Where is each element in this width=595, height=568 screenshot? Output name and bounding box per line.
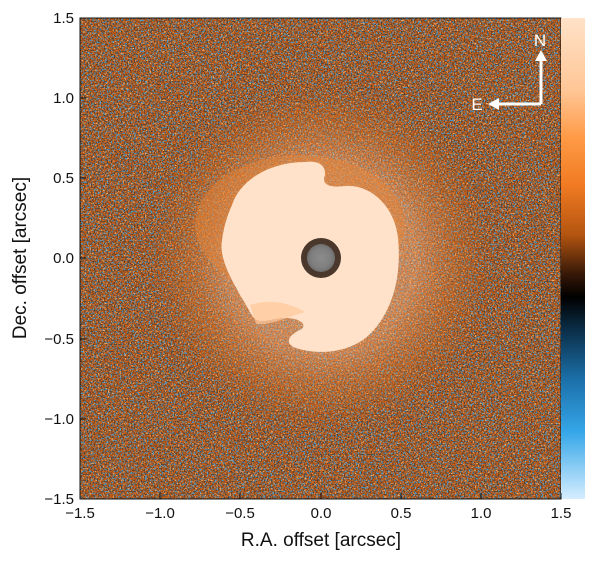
- y-tick-label: 0.0: [53, 250, 74, 267]
- y-tick-label: −1.5: [44, 491, 74, 508]
- y-tick-label: −1.0: [44, 411, 74, 428]
- x-tick-label: 0.0: [311, 505, 332, 522]
- coronagraph-mask: [307, 244, 335, 272]
- disk-image: N E: [80, 18, 561, 499]
- compass-north-label: N: [534, 31, 546, 50]
- north-arrow-icon: [535, 50, 547, 61]
- x-tick-label: 1.5: [551, 505, 572, 522]
- y-tick-label: 1.0: [53, 90, 74, 107]
- x-tick-label: −1.5: [65, 505, 95, 522]
- x-tick-label: −1.0: [145, 505, 175, 522]
- y-axis-label: Dec. offset [arcsec]: [10, 177, 31, 339]
- y-tick-label: −0.5: [44, 331, 74, 348]
- compass: [494, 56, 543, 106]
- x-tick-label: 0.5: [391, 505, 412, 522]
- x-tick-label: −0.5: [225, 505, 255, 522]
- x-axis-label: R.A. offset [arcsec]: [241, 530, 401, 551]
- east-arrow-icon: [488, 98, 499, 110]
- y-tick-label: 0.5: [53, 170, 74, 187]
- colorbar: [561, 18, 585, 499]
- x-tick-label: 1.0: [471, 505, 492, 522]
- y-tick-label: 1.5: [53, 10, 74, 27]
- compass-east-label: E: [471, 95, 482, 114]
- tick-marks: [79, 17, 562, 500]
